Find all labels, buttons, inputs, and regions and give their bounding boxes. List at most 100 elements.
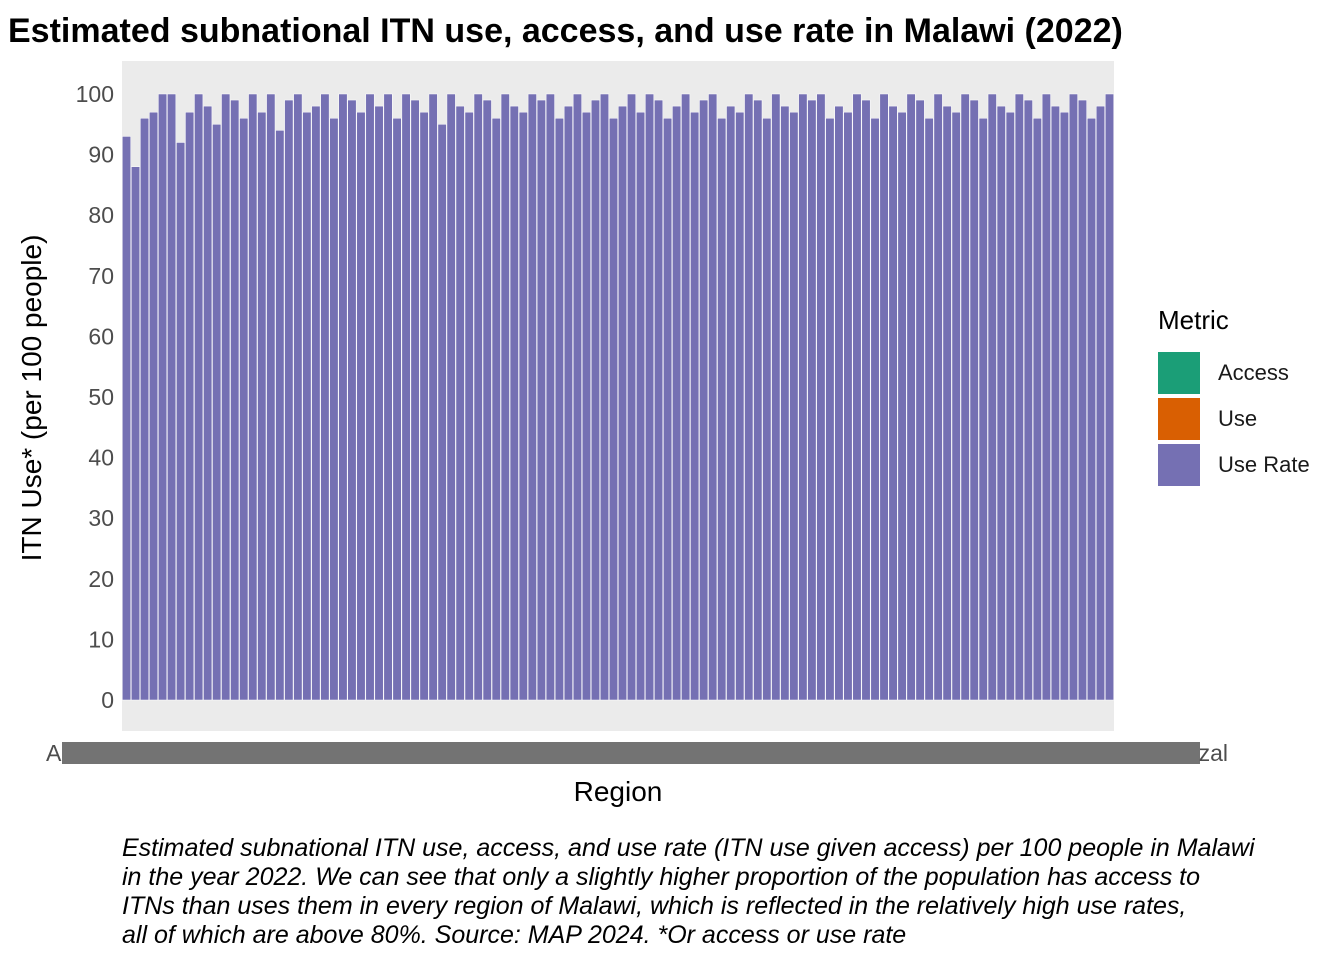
y-tick-label: 0 — [101, 687, 114, 713]
use-rate-bar — [699, 99, 709, 701]
use-rate-bar — [1087, 117, 1096, 701]
use-rate-bar — [654, 99, 664, 701]
use-rate-bar — [663, 117, 673, 701]
legend-item-use-rate: Use Rate — [1158, 442, 1310, 488]
use-rate-bar — [293, 93, 303, 701]
legend: Metric Access Use Use Rate — [1158, 305, 1310, 488]
use-rate-bar — [645, 93, 655, 701]
use-rate-bar — [798, 93, 808, 701]
use-rate-bar — [302, 111, 312, 701]
use-rate-bar — [843, 111, 853, 701]
use-rate-bar — [500, 93, 510, 701]
use-rate-bar — [609, 117, 618, 701]
y-tick-label: 50 — [88, 384, 114, 410]
use-rate-bar — [762, 117, 772, 701]
use-rate-bar — [122, 136, 131, 701]
use-rate-bar — [600, 93, 609, 701]
y-tick-label: 90 — [88, 142, 114, 168]
use-rate-bar — [951, 111, 961, 701]
legend-label-use-rate: Use Rate — [1218, 452, 1310, 477]
use-rate-bar — [636, 111, 646, 701]
legend-label-use: Use — [1218, 406, 1258, 431]
use-rate-bar — [1005, 111, 1015, 701]
use-rate-bar — [248, 93, 258, 701]
use-rate-bar — [266, 93, 276, 701]
use-rate-bar — [771, 93, 781, 701]
use-rate-bar — [1105, 93, 1114, 701]
use-rate-bar — [410, 99, 420, 701]
use-rate-bar — [356, 111, 366, 701]
use-rate-bar — [230, 99, 240, 701]
use-rate-bar — [239, 117, 249, 701]
use-rate-bar — [924, 117, 934, 701]
use-rate-bar — [879, 93, 889, 701]
use-rate-bar — [870, 117, 880, 701]
use-rate-bar — [365, 93, 375, 701]
use-rate-bar — [825, 117, 835, 701]
use-rate-bar — [419, 111, 429, 701]
use-rate-bar — [744, 93, 754, 701]
y-axis-ticks: 0 10 20 30 40 50 60 70 80 90 100 — [76, 81, 114, 713]
use-rate-bar — [726, 105, 736, 701]
legend-swatch-access — [1158, 352, 1200, 394]
use-rate-bars — [122, 93, 1114, 701]
use-rate-bar — [482, 99, 492, 701]
use-rate-bar — [978, 117, 988, 701]
use-rate-bar — [473, 93, 483, 701]
use-rate-bar — [753, 99, 763, 701]
use-rate-bar — [789, 111, 799, 701]
use-rate-bar — [807, 99, 817, 701]
use-rate-bar — [212, 124, 222, 701]
legend-item-use: Use — [1158, 396, 1310, 442]
use-rate-bar — [987, 93, 997, 701]
legend-swatch-use — [1158, 398, 1200, 440]
use-rate-bar — [158, 93, 168, 701]
legend-title: Metric — [1158, 305, 1229, 335]
use-rate-bar — [167, 93, 177, 701]
use-rate-bar — [717, 117, 727, 701]
legend-label-access: Access — [1218, 360, 1289, 385]
x-tick-label: A — [46, 740, 62, 766]
use-rate-bar — [446, 93, 456, 701]
use-rate-bar — [996, 105, 1006, 701]
use-rate-bar — [176, 142, 186, 701]
use-rate-bar — [1068, 93, 1078, 701]
use-rate-bar — [852, 93, 862, 701]
use-rate-bar — [455, 105, 465, 701]
use-rate-bar — [672, 105, 682, 701]
use-rate-bar — [491, 117, 501, 701]
use-rate-bar — [338, 93, 348, 701]
use-rate-bar — [735, 111, 745, 701]
use-rate-bar — [581, 111, 591, 701]
use-rate-bar — [518, 111, 528, 701]
x-tick-labels-overlap — [62, 742, 1200, 764]
use-rate-bar — [1096, 105, 1105, 701]
use-rate-bar — [572, 93, 582, 701]
use-rate-bar — [708, 93, 718, 701]
use-rate-bar — [284, 99, 294, 701]
y-tick-label: 30 — [88, 505, 114, 531]
use-rate-bar — [401, 93, 411, 701]
y-tick-label: 40 — [88, 445, 114, 471]
x-tick-label: zal — [1199, 740, 1228, 766]
use-rate-bar — [816, 93, 826, 701]
use-rate-bar — [960, 93, 970, 701]
use-rate-bar — [509, 105, 519, 701]
use-rate-bar — [1077, 99, 1087, 701]
use-rate-bar — [834, 105, 844, 701]
use-rate-bar — [888, 105, 898, 701]
use-rate-bar — [554, 117, 564, 701]
use-rate-bar — [915, 99, 925, 701]
use-rate-bar — [942, 105, 952, 701]
use-rate-bar — [690, 111, 700, 701]
legend-item-access: Access — [1158, 350, 1310, 396]
y-tick-label: 10 — [88, 626, 114, 652]
use-rate-bar — [464, 111, 474, 701]
use-rate-bar — [428, 93, 438, 701]
chart-title: Estimated subnational ITN use, access, a… — [8, 12, 1123, 50]
legend-swatch-use-rate — [1158, 444, 1200, 486]
use-rate-bar — [1059, 111, 1069, 701]
use-rate-bar — [1023, 99, 1033, 701]
